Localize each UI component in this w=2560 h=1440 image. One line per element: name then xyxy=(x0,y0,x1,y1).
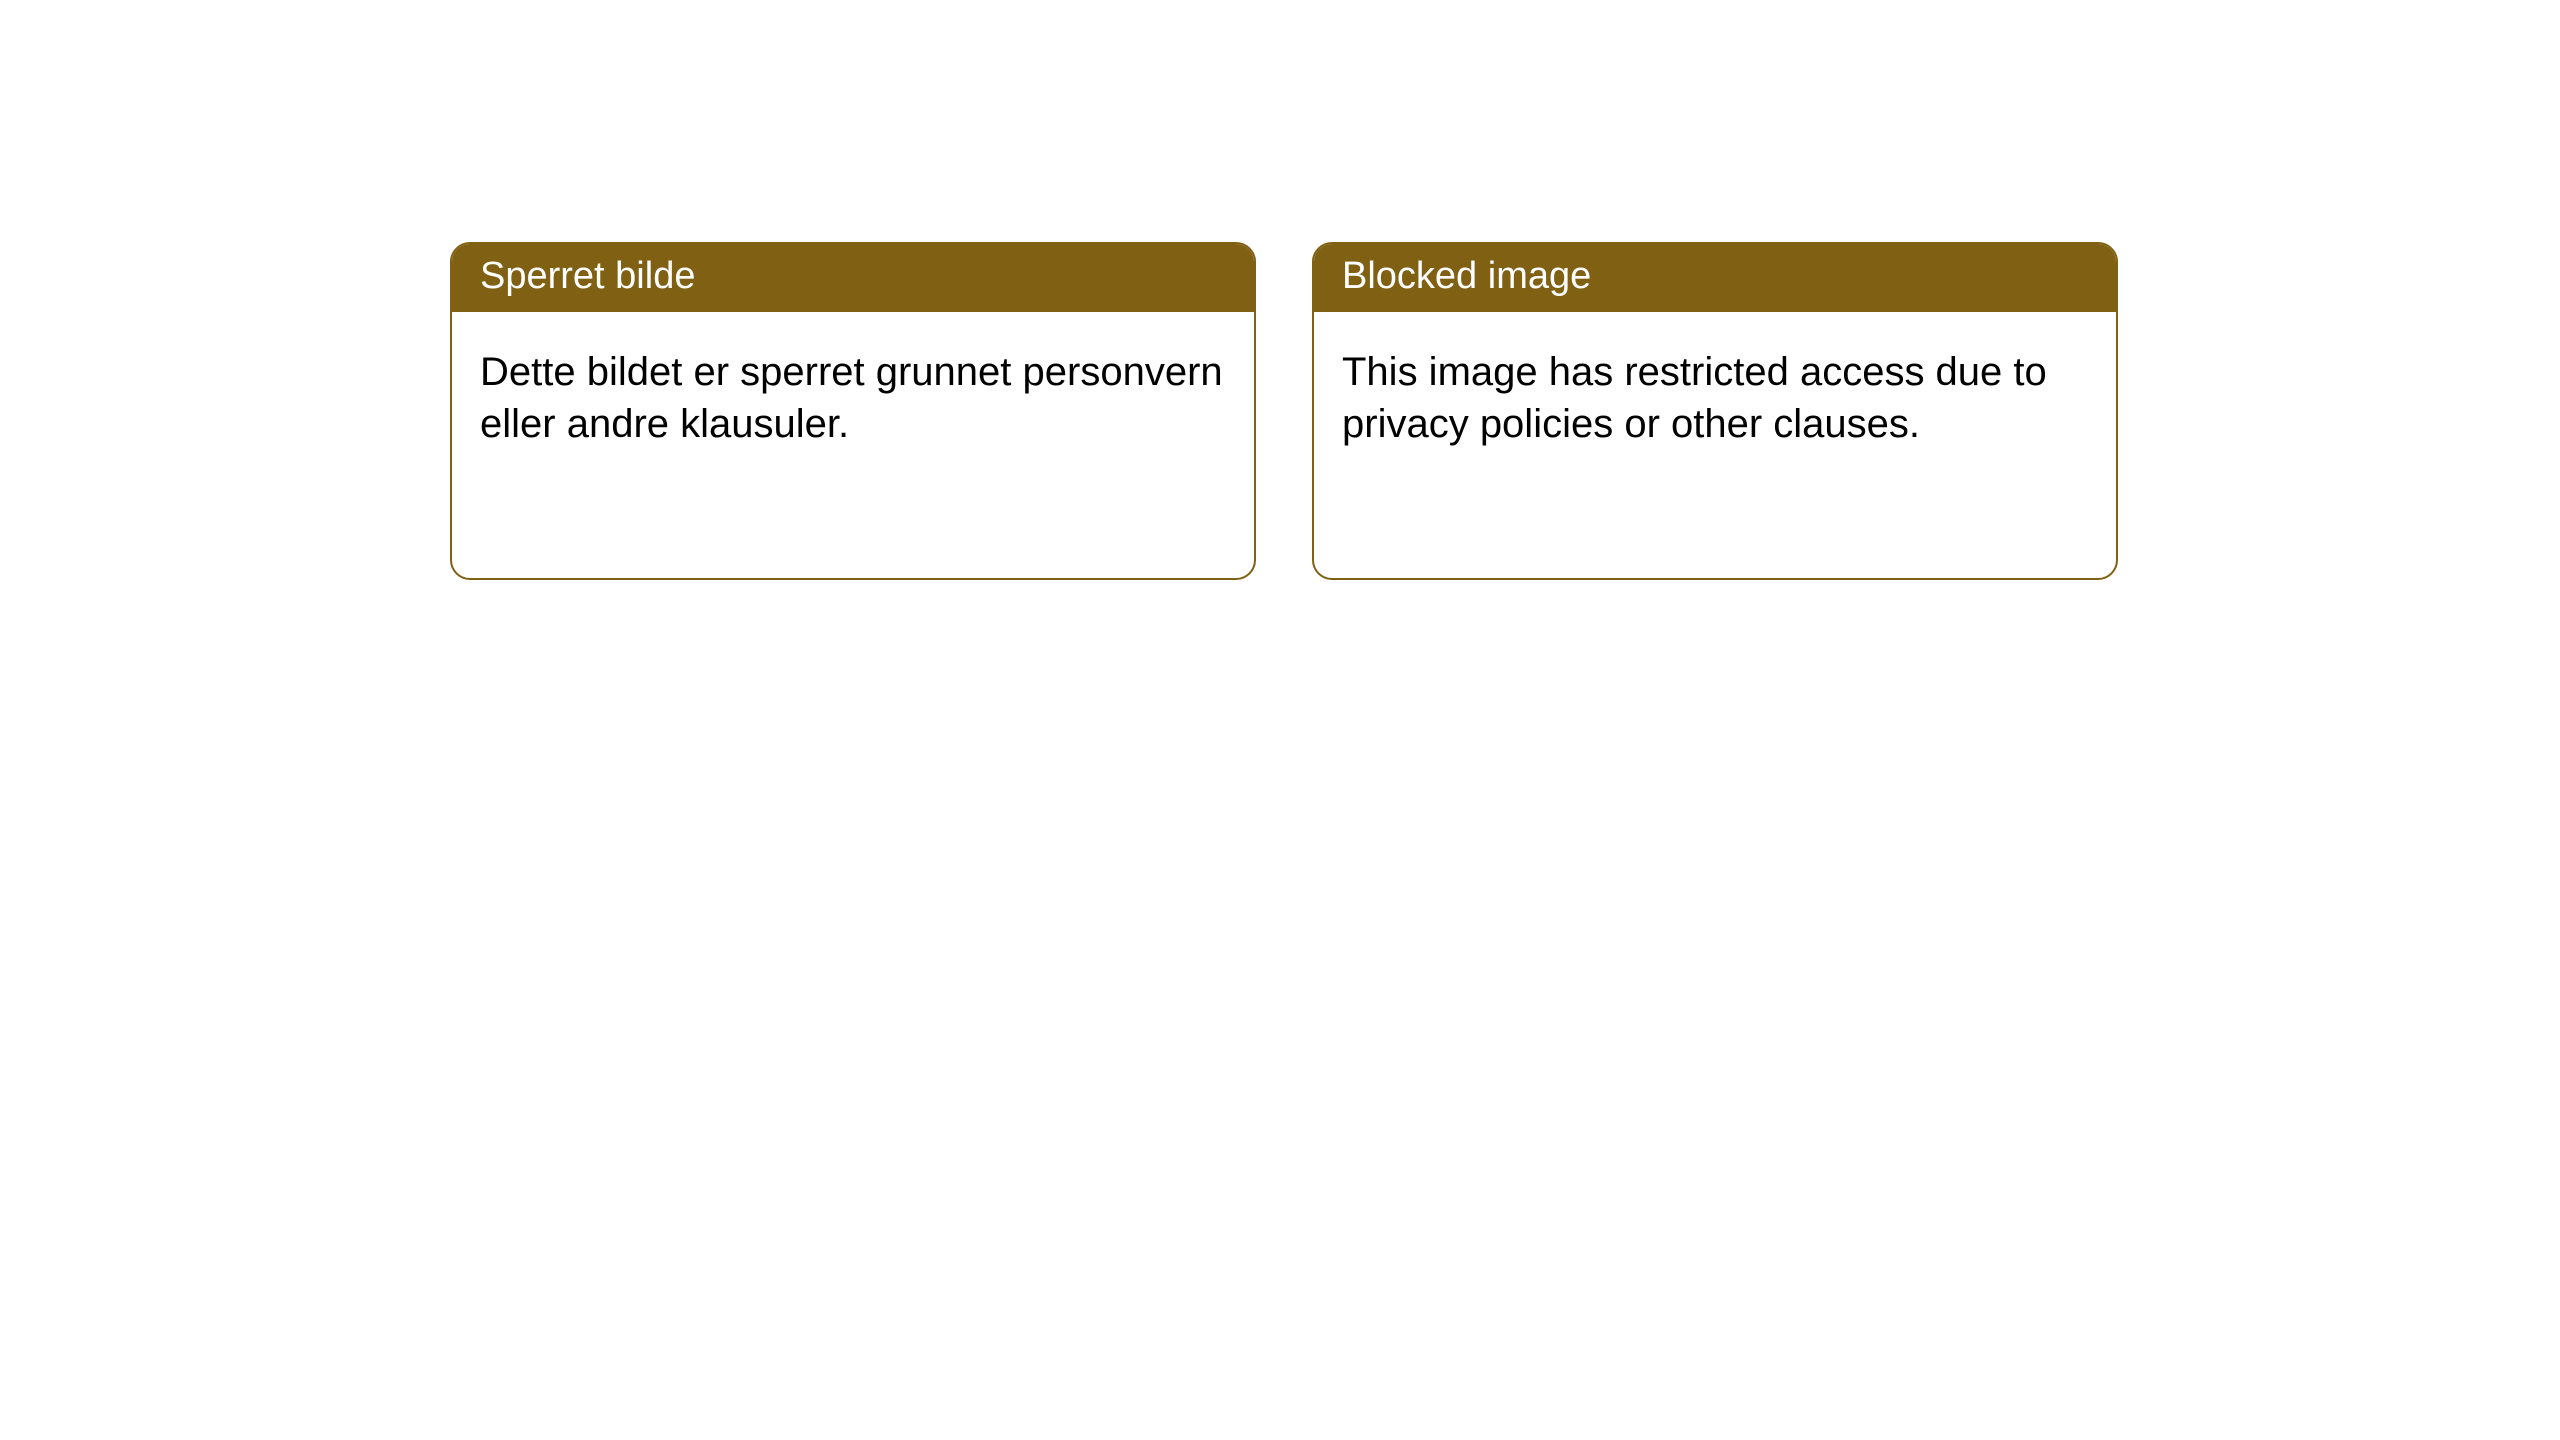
card-body-text: This image has restricted access due to … xyxy=(1314,312,2116,484)
notice-cards-container: Sperret bilde Dette bildet er sperret gr… xyxy=(0,0,2560,580)
card-body-text: Dette bildet er sperret grunnet personve… xyxy=(452,312,1254,484)
card-title: Sperret bilde xyxy=(452,244,1254,312)
notice-card-english: Blocked image This image has restricted … xyxy=(1312,242,2118,580)
notice-card-norwegian: Sperret bilde Dette bildet er sperret gr… xyxy=(450,242,1256,580)
card-title: Blocked image xyxy=(1314,244,2116,312)
